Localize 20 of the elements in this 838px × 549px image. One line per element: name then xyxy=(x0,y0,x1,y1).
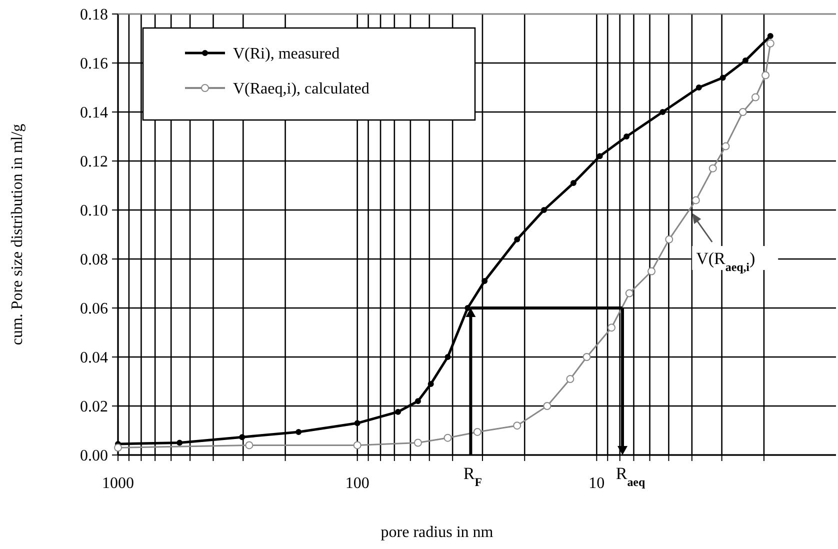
y-tick-label: 0.10 xyxy=(80,202,108,220)
annotation: R$_{aeq}$ xyxy=(616,464,646,489)
y-tick-label: 0.14 xyxy=(80,104,108,122)
x-tick-label: 10 xyxy=(588,475,605,492)
y-tick-label: 0.12 xyxy=(80,154,108,171)
x-axis-title: pore radius in nm xyxy=(380,524,494,541)
legend-label: V(Ri), measured xyxy=(233,46,340,63)
y-tick-label: 0.16 xyxy=(80,56,108,73)
legend-label: V(Raeq,i), calculated xyxy=(233,80,370,98)
x-tick-label: 100 xyxy=(345,475,370,492)
y-tick-label: 0.08 xyxy=(80,252,108,269)
y-tick-label: 0.18 xyxy=(80,6,108,24)
y-tick-label: 0.00 xyxy=(80,448,108,465)
annotation: V(R$_{aeq,i}$) xyxy=(696,249,756,274)
y-tick-label: 0.02 xyxy=(80,398,108,416)
annotation: R$_{F}$ xyxy=(463,464,482,489)
y-tick-label: 0.06 xyxy=(80,300,108,318)
x-tick-label: 1000 xyxy=(102,475,134,492)
y-axis-title: cum. Pore size distribution in ml/g xyxy=(9,124,26,346)
y-tick-label: 0.04 xyxy=(80,350,108,367)
